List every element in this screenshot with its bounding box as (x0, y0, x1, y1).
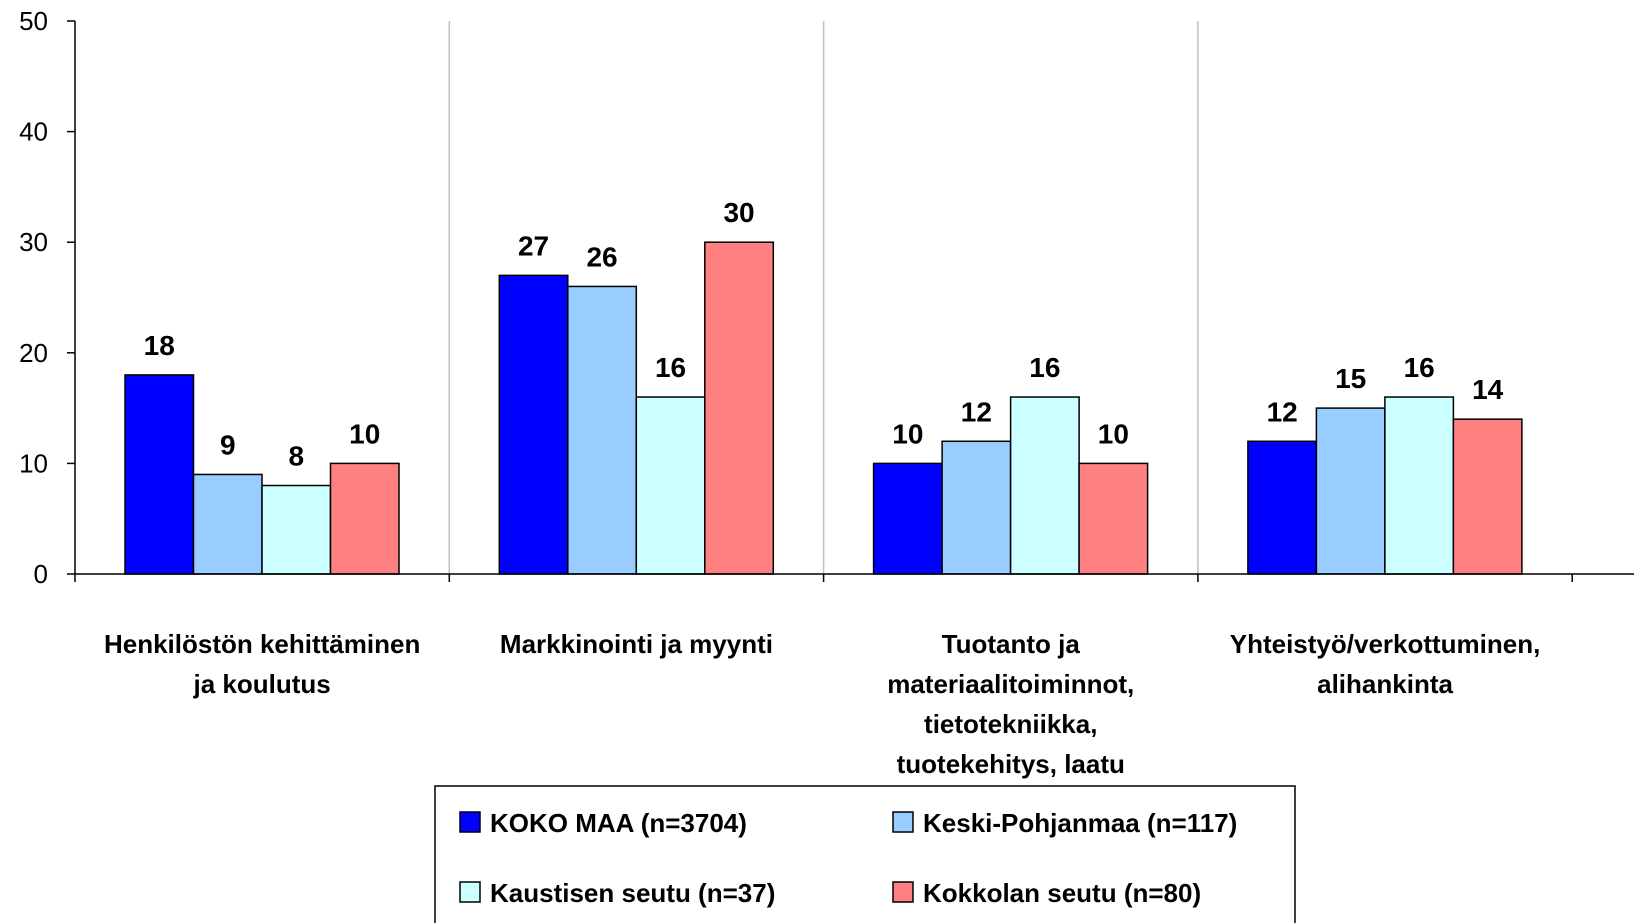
category-labels: Henkilöstön kehittäminen ja koulutus Markk… (104, 629, 1540, 779)
category-label: Markkinointi ja myynti (500, 629, 773, 659)
data-label: 18 (144, 330, 175, 361)
data-label: 16 (655, 352, 686, 383)
data-label: 12 (1267, 396, 1298, 427)
data-labels: 18 9 8 10 27 26 16 30 10 12 16 10 12 15 16 14 (144, 197, 1504, 471)
data-label: 12 (961, 396, 992, 427)
axes: 0 10 20 30 40 50 (19, 6, 1634, 589)
data-label: 8 (288, 441, 304, 472)
category-label: tietotekniikka, (924, 709, 1097, 739)
category-label: materiaalitoiminnot, (887, 669, 1134, 699)
data-label: 27 (518, 230, 549, 261)
bar (704, 241, 775, 575)
data-label: 16 (1029, 352, 1060, 383)
legend-label: Kaustisen seutu (n=37) (490, 878, 775, 908)
bars (124, 241, 1523, 575)
bar (941, 440, 1012, 575)
bar (1247, 440, 1318, 575)
category-label: ja koulutus (193, 669, 331, 699)
category-label: Yhteistyö/verkottuminen, (1230, 629, 1541, 659)
y-tick-label: 10 (19, 448, 48, 478)
category-label: tuotekehitys, laatu (897, 749, 1125, 779)
y-tick-label: 0 (34, 559, 48, 589)
bar (1384, 396, 1455, 575)
bar (1078, 462, 1149, 575)
bar (567, 285, 638, 575)
data-label: 16 (1404, 352, 1435, 383)
data-label: 15 (1335, 363, 1366, 394)
bar (1452, 418, 1523, 575)
data-label: 10 (1098, 418, 1129, 449)
legend-swatch (459, 811, 481, 833)
y-tick-label: 40 (19, 117, 48, 147)
bar (329, 462, 400, 575)
y-tick-label: 30 (19, 227, 48, 257)
legend-swatch (892, 881, 914, 903)
bar (872, 462, 943, 575)
bar (192, 473, 263, 575)
data-label: 30 (723, 197, 754, 228)
bar (635, 396, 706, 575)
legend-label: Kokkolan seutu (n=80) (923, 878, 1201, 908)
data-label: 10 (892, 418, 923, 449)
legend-swatch (892, 811, 914, 833)
data-label: 10 (349, 418, 380, 449)
gridlines (448, 21, 1199, 574)
legend: KOKO MAA (n=3704) Keski-Pohjanmaa (n=117)… (434, 785, 1296, 923)
category-label: Tuotanto ja (942, 629, 1081, 659)
legend-swatch (459, 881, 481, 903)
bar (124, 374, 195, 575)
bar (1315, 407, 1386, 575)
bar (261, 484, 332, 575)
y-tick-label: 50 (19, 6, 48, 36)
category-label: alihankinta (1317, 669, 1453, 699)
data-label: 14 (1472, 374, 1504, 405)
legend-label: KOKO MAA (n=3704) (490, 808, 747, 838)
y-tick-label: 20 (19, 338, 48, 368)
legend-label: Keski-Pohjanmaa (n=117) (923, 808, 1237, 838)
bar (1009, 396, 1080, 575)
data-label: 26 (586, 241, 617, 272)
legend-box (434, 785, 1296, 923)
bar (498, 274, 569, 575)
data-label: 9 (220, 429, 236, 460)
category-label: Henkilöstön kehittäminen (104, 629, 420, 659)
